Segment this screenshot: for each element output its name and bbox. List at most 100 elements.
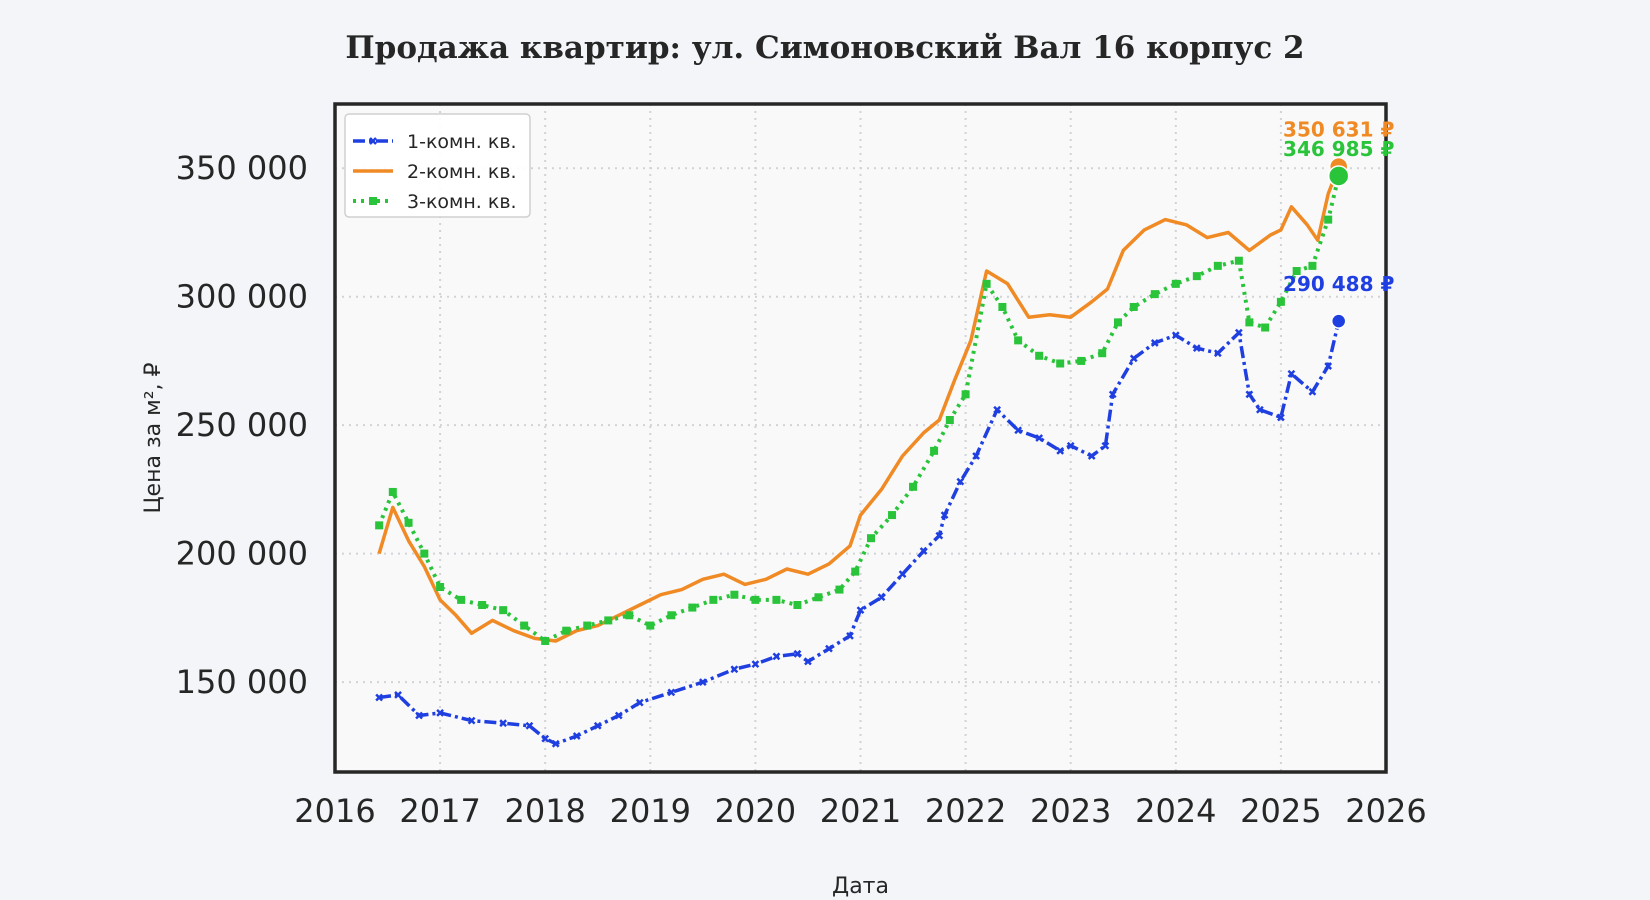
- data-point: [993, 405, 1002, 414]
- data-point: [688, 603, 697, 612]
- data-point: [635, 698, 644, 707]
- data-point: [1129, 302, 1138, 311]
- x-tick-label: 2017: [399, 792, 480, 830]
- plot-frame: [333, 102, 1388, 774]
- legend-box: [344, 113, 531, 218]
- data-point: [846, 631, 854, 640]
- data-point: [375, 521, 384, 530]
- data-point: [1113, 318, 1122, 327]
- x-axis-label: Дата: [832, 874, 889, 899]
- data-point: [1261, 323, 1270, 332]
- data-point: [730, 590, 739, 599]
- chart-title: Продажа квартир: ул. Симоновский Вал 16 …: [345, 30, 1305, 66]
- end-value-label: 350 631 ₽: [1283, 118, 1394, 142]
- data-point: [457, 595, 466, 604]
- data-point: [867, 534, 876, 543]
- data-point: [478, 601, 487, 609]
- data-point: [415, 711, 423, 720]
- data-point: [793, 601, 802, 609]
- data-point: [1171, 331, 1180, 340]
- legend-entry: 3-комн. кв.: [353, 191, 517, 213]
- data-point: [930, 446, 939, 455]
- x-tick-label: 2020: [715, 792, 796, 830]
- data-point: [1277, 413, 1285, 422]
- data-point: [1056, 359, 1065, 368]
- x-tick-label: 2022: [925, 792, 1006, 830]
- data-point: [961, 390, 970, 399]
- end-marker: [1330, 313, 1347, 329]
- data-point: [1171, 279, 1180, 288]
- data-point: [375, 693, 384, 702]
- data-point: [404, 518, 413, 527]
- y-tick-label: 150 000: [176, 663, 308, 701]
- legend-label: 2-комн. кв.: [407, 161, 517, 183]
- legend-marker: [369, 197, 377, 205]
- data-point: [1150, 290, 1159, 299]
- data-point: [1192, 344, 1201, 352]
- data-point: [625, 611, 634, 620]
- data-point: [572, 732, 581, 740]
- data-point: [998, 302, 1007, 311]
- series-3: [375, 171, 1343, 645]
- x-tick-label: 2016: [294, 792, 375, 830]
- end-value-label: 290 488 ₽: [1283, 272, 1394, 296]
- data-point: [856, 606, 865, 615]
- data-point: [1014, 336, 1023, 345]
- legend: 1-комн. кв. 2-комн. кв. 3-комн. кв.: [344, 113, 531, 218]
- data-point: [1192, 272, 1201, 281]
- data-point: [593, 721, 602, 730]
- end-value-label: 346 985 ₽: [1283, 137, 1394, 161]
- legend-label: 1-комн. кв.: [407, 131, 517, 153]
- data-point: [972, 452, 980, 460]
- data-point: [1234, 256, 1243, 265]
- x-tick-label: 2018: [504, 792, 585, 830]
- data-point: [772, 595, 781, 604]
- data-point: [1066, 441, 1075, 450]
- data-point: [1324, 215, 1333, 224]
- data-point: [1098, 349, 1107, 358]
- data-point: [1255, 405, 1264, 414]
- series-layer: [375, 165, 1343, 748]
- data-point: [793, 649, 802, 658]
- data-point: [698, 678, 707, 686]
- data-point: [614, 711, 623, 720]
- end-labels: 290 488 ₽ 350 631 ₽346 985 ₽: [1283, 118, 1394, 329]
- data-point: [730, 665, 739, 674]
- data-point: [1308, 261, 1317, 270]
- data-point: [1245, 390, 1254, 399]
- data-point: [772, 652, 781, 661]
- data-point: [940, 511, 949, 519]
- y-tick-label: 350 000: [176, 149, 308, 187]
- legend-entry: 2-комн. кв.: [353, 161, 517, 183]
- x-tick-label: 2025: [1240, 792, 1321, 830]
- data-point: [814, 593, 823, 602]
- data-point: [394, 691, 402, 699]
- data-point: [1108, 390, 1117, 399]
- data-point: [1287, 369, 1296, 378]
- series-1: [375, 317, 1343, 748]
- data-point: [709, 595, 718, 604]
- data-point: [1129, 354, 1138, 363]
- data-point: [945, 416, 954, 425]
- data-point: [583, 621, 592, 630]
- data-point: [1292, 267, 1301, 275]
- data-point: [420, 549, 429, 558]
- data-point: [935, 531, 944, 540]
- data-point: [541, 734, 550, 743]
- data-point: [804, 657, 812, 666]
- end-marker: [1327, 165, 1350, 187]
- data-point: [1150, 339, 1159, 347]
- x-tick-label: 2023: [1030, 792, 1111, 830]
- x-tick-label: 2019: [610, 792, 691, 830]
- data-point: [1087, 452, 1096, 460]
- data-point: [851, 567, 860, 576]
- data-point: [898, 570, 907, 579]
- data-point: [1101, 441, 1110, 450]
- data-point: [751, 595, 760, 604]
- data-point: [1234, 328, 1243, 337]
- data-point: [1035, 351, 1044, 360]
- data-point: [877, 593, 886, 602]
- data-point: [388, 487, 397, 496]
- data-point: [1308, 387, 1317, 396]
